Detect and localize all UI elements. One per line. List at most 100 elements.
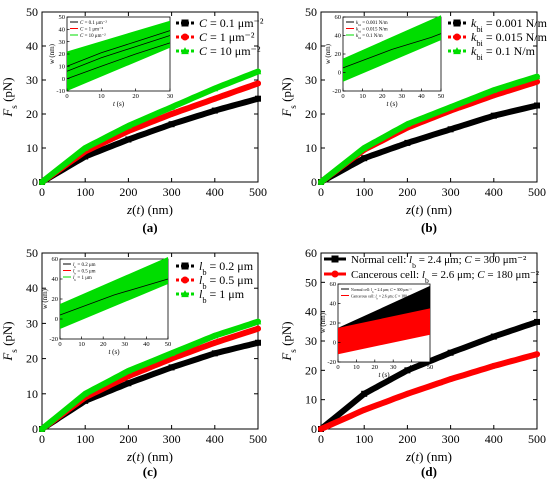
data-point [361,390,368,397]
x-axis-label: z(t) (nm) [405,202,452,217]
x-tick-label: 200 [119,185,137,199]
inset-legend-label: C = 1 μm⁻² [80,27,104,33]
series-1 [39,339,261,432]
y-tick-label: 10 [26,141,38,155]
inset-y-tick-label: 40 [59,27,66,34]
x-tick-label: 400 [485,185,503,199]
data-point [447,103,454,110]
data-point [38,178,46,185]
y-tick-label: 40 [26,39,38,53]
y-tick-label: 20 [305,107,317,121]
inset-x-tick-label: 50 [438,93,445,100]
data-point [168,121,175,128]
y-axis-label: Fs (pN) [279,77,298,117]
inset-y-tick-label: 60 [330,281,337,288]
y-tick-label: 40 [305,39,317,53]
inset-legend-label: kbi = 0.001 N/m [356,21,388,27]
x-axis-label: z(t) (nm) [405,449,452,464]
legend-marker [181,47,189,55]
panel-label: (d) [421,464,437,479]
data-point [211,107,218,114]
x-tick-label: 500 [528,185,546,199]
x-tick-label: 500 [249,185,267,199]
legend: C = 0.1 μm⁻²C = 1 μm⁻²C = 10 μm⁻² [176,16,264,58]
y-tick-label: 50 [26,5,38,19]
data-point [447,126,454,133]
data-point [447,376,454,383]
data-point [168,364,175,371]
inset-legend-label: kbi = 0.1 N/m [356,34,383,40]
x-tick-label: 400 [485,432,503,446]
legend-label: kbi = 0.001 N/m [471,16,548,34]
inset-x-tick-label: 50 [427,364,434,371]
inset-y-tick-label: 0 [338,70,341,77]
series-3 [317,73,541,185]
data-point [533,73,541,80]
inset-curve [66,35,171,72]
legend-label: Normal cell: lb = 2.4 μm; C = 300 μm⁻² [351,254,527,270]
x-axis-label: z(t) (nm) [126,202,173,217]
x-tick-label: 0 [318,432,324,446]
inset-legend-label: lb = 0.5 μm [73,270,96,276]
legend-label: C = 0.1 μm⁻² [199,16,264,30]
panel-label: (c) [143,464,157,479]
series-2 [39,325,261,432]
x-tick-label: 0 [318,185,324,199]
inset-y-tick-label: 0 [333,340,336,347]
legend-marker [181,290,189,298]
data-point [490,112,497,119]
data-point [534,102,540,109]
inset-x-tick-label: 10 [359,93,366,100]
legend-marker [181,33,189,41]
inset-x-tick-label: 0 [65,93,68,100]
data-point [490,333,497,340]
inset-y-tick-label: 0 [55,316,58,323]
inset-y-tick-label: -20 [49,336,58,343]
inset-y-tick-label: -20 [327,359,336,366]
x-tick-label: 200 [119,432,137,446]
data-point [490,362,497,369]
inset-legend-label: C = 0.1 μm⁻² [80,20,107,26]
series-line [39,339,261,432]
data-point [125,136,132,143]
inset-band [338,308,430,355]
legend-marker [453,19,461,27]
inset-band [67,20,170,92]
y-tick-label: 40 [26,281,38,295]
inset-x-tick-label: 10 [78,341,85,348]
legend-label: kbi = 0.015 N/m [471,30,548,48]
inset-x-tick-label: 30 [390,364,397,371]
data-point [168,111,175,117]
data-point [211,85,219,92]
y-tick-label: 0 [32,422,38,436]
y-tick-label: 50 [305,275,317,289]
y-axis-label: Fs (pN) [0,77,19,117]
inset-x-label: t (s) [378,371,390,379]
data-point [255,80,261,87]
data-point [534,318,540,325]
data-point [211,332,219,339]
inset-band [343,15,441,82]
inset-x-tick-label: 30 [122,341,129,348]
legend-marker [181,262,189,270]
legend: Normal cell: lb = 2.4 μm; C = 300 μm⁻²Ca… [324,254,540,285]
y-tick-label: 10 [26,387,38,401]
y-tick-label: 30 [305,73,317,87]
data-point [125,122,132,129]
y-tick-label: 0 [311,422,317,436]
inset-curve [66,30,171,67]
data-point [490,86,498,93]
legend-marker [453,33,461,41]
data-point [81,390,89,397]
series-2 [318,78,540,185]
x-tick-label: 100 [76,432,94,446]
inset-y-tick-label: 10 [59,64,66,71]
data-point [168,103,175,110]
x-tick-label: 300 [163,432,181,446]
